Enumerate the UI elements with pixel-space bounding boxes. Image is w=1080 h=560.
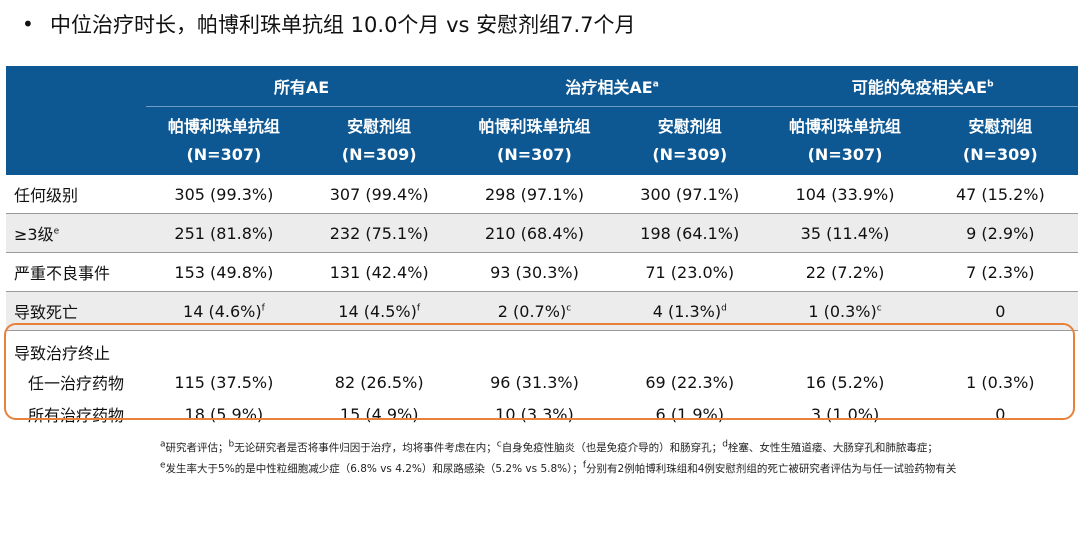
table-cell: 153 (49.8%) <box>146 252 302 292</box>
table-cell: 198 (64.1%) <box>612 213 768 253</box>
table-cell: 71 (23.0%) <box>612 252 768 292</box>
ae-table-container: 所有AE 治疗相关AEa 可能的免疫相关AEb 帕博利珠单抗组 (N=307) 安… <box>6 66 1078 435</box>
table-cell: 14 (4.6%)f <box>146 291 302 331</box>
table-row: 任一治疗药物 115 (37.5%) 82 (26.5%) 96 (31.3%)… <box>6 367 1078 397</box>
discontinuation-title-row: 导致治疗终止 <box>6 330 1078 367</box>
table-cell: 14 (4.5%)f <box>301 291 457 331</box>
headline: • 中位治疗时长，帕博利珠单抗组 10.0个月 vs 安慰剂组7.7个月 <box>22 6 636 42</box>
corner-cell <box>6 66 147 107</box>
subheader-pembrolizumab: 帕博利珠单抗组 (N=307) <box>767 106 923 175</box>
table-cell: 300 (97.1%) <box>612 175 768 214</box>
table-row: 所有治疗药物 18 (5.9%) 15 (4.9%) 10 (3.3%) 6 (… <box>6 397 1078 435</box>
row-label: ≥3级e <box>6 213 147 253</box>
row-label: 导致死亡 <box>6 291 147 331</box>
ae-table: 所有AE 治疗相关AEa 可能的免疫相关AEb 帕博利珠单抗组 (N=307) 安… <box>6 66 1078 435</box>
table-cell: 1 (0.3%)c <box>767 291 923 331</box>
table-cell: 7 (2.3%) <box>922 252 1078 292</box>
group-header-treatment-related-ae: 治疗相关AEa <box>456 66 768 107</box>
table-cell: 251 (81.8%) <box>146 213 302 253</box>
table-cell: 6 (1.9%) <box>612 397 768 435</box>
subheader-placebo: 安慰剂组 (N=309) <box>612 106 768 175</box>
table-cell: 69 (22.3%) <box>612 367 768 397</box>
table-cell: 93 (30.3%) <box>456 252 613 292</box>
footnotes: a研究者评估；b无论研究者是否将事件归因于治疗，均将事件考虑在内；c自身免疫性脑… <box>160 438 1070 480</box>
footnote-line: e发生率大于5%的是中性粒细胞减少症（6.8% vs 4.2%）和尿路感染（5.… <box>160 460 957 475</box>
subheader-pembrolizumab: 帕博利珠单抗组 (N=307) <box>146 106 302 175</box>
headline-text: 中位治疗时长，帕博利珠单抗组 10.0个月 vs 安慰剂组7.7个月 <box>50 13 636 37</box>
table-cell: 0 <box>922 291 1078 331</box>
table-cell: 4 (1.3%)d <box>612 291 768 331</box>
table-cell: 9 (2.9%) <box>922 213 1078 253</box>
table-cell: 1 (0.3%) <box>922 367 1078 397</box>
subheader-corner <box>6 106 147 175</box>
table-cell: 16 (5.2%) <box>767 367 923 397</box>
table-cell: 131 (42.4%) <box>301 252 457 292</box>
table-row: 任何级别 305 (99.3%) 307 (99.4%) 298 (97.1%)… <box>6 175 1078 214</box>
subheader-placebo: 安慰剂组 (N=309) <box>922 106 1078 175</box>
table-row: ≥3级e 251 (81.8%) 232 (75.1%) 210 (68.4%)… <box>6 213 1078 253</box>
row-label: 任何级别 <box>6 175 147 214</box>
subheader-placebo: 安慰剂组 (N=309) <box>301 106 457 175</box>
row-label: 任一治疗药物 <box>6 367 147 397</box>
table-cell: 104 (33.9%) <box>767 175 923 214</box>
table-cell: 3 (1.0%) <box>767 397 923 435</box>
table-cell: 210 (68.4%) <box>456 213 613 253</box>
group-header-row: 所有AE 治疗相关AEa 可能的免疫相关AEb <box>6 66 1078 107</box>
group-header-immune-related-ae: 可能的免疫相关AEb <box>767 66 1078 107</box>
group-header-all-ae: 所有AE <box>146 66 457 107</box>
table-cell: 47 (15.2%) <box>922 175 1078 214</box>
table-cell: 115 (37.5%) <box>146 367 302 397</box>
discontinuation-title: 导致治疗终止 <box>6 330 1078 367</box>
table-cell: 307 (99.4%) <box>301 175 457 214</box>
table-row: 严重不良事件 153 (49.8%) 131 (42.4%) 93 (30.3%… <box>6 252 1078 292</box>
table-cell: 22 (7.2%) <box>767 252 923 292</box>
table-cell: 15 (4.9%) <box>301 397 457 435</box>
table-cell: 18 (5.9%) <box>146 397 302 435</box>
table-cell: 0 <box>922 397 1078 435</box>
table-cell: 10 (3.3%) <box>456 397 613 435</box>
footnote-line: a研究者评估；b无论研究者是否将事件归因于治疗，均将事件考虑在内；c自身免疫性脑… <box>160 439 938 454</box>
table-cell: 82 (26.5%) <box>301 367 457 397</box>
subheader-pembrolizumab: 帕博利珠单抗组 (N=307) <box>456 106 613 175</box>
row-label: 严重不良事件 <box>6 252 147 292</box>
bullet-icon: • <box>22 12 34 36</box>
table-cell: 232 (75.1%) <box>301 213 457 253</box>
table-cell: 298 (97.1%) <box>456 175 613 214</box>
table-cell: 2 (0.7%)c <box>456 291 613 331</box>
row-label: 所有治疗药物 <box>6 397 147 435</box>
subheader-row: 帕博利珠单抗组 (N=307) 安慰剂组 (N=309) 帕博利珠单抗组 (N=307… <box>6 106 1078 175</box>
table-cell: 35 (11.4%) <box>767 213 923 253</box>
table-cell: 305 (99.3%) <box>146 175 302 214</box>
table-cell: 96 (31.3%) <box>456 367 613 397</box>
table-row: 导致死亡 14 (4.6%)f 14 (4.5%)f 2 (0.7%)c 4 (… <box>6 291 1078 331</box>
